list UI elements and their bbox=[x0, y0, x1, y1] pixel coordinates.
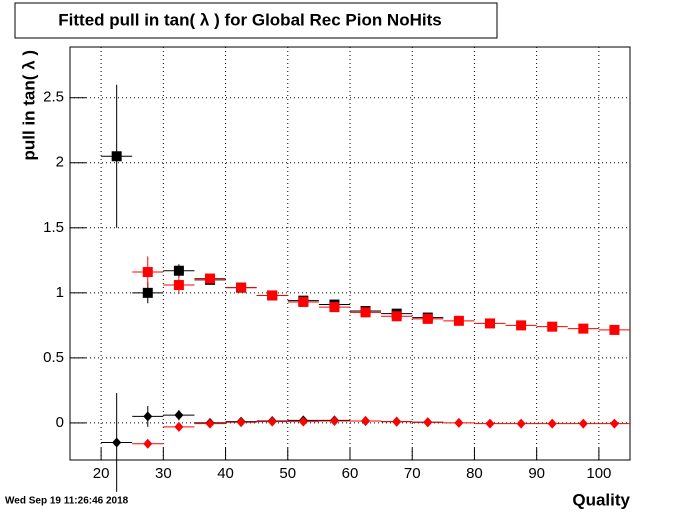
y-tick-label: 0.5 bbox=[43, 349, 64, 366]
square-marker bbox=[142, 267, 153, 278]
diamond-marker bbox=[361, 415, 371, 426]
timestamp: Wed Sep 19 11:26:46 2018 bbox=[5, 496, 129, 507]
square-marker bbox=[547, 321, 558, 332]
square-marker bbox=[298, 296, 309, 307]
diamond-marker bbox=[547, 418, 557, 429]
x-axis-label: Quality bbox=[572, 490, 630, 509]
x-tick-label: 60 bbox=[342, 465, 359, 482]
diamond-marker bbox=[174, 410, 184, 421]
square-marker bbox=[267, 290, 278, 301]
square-marker bbox=[142, 287, 153, 298]
diamond-marker bbox=[578, 418, 588, 429]
chart-title: Fitted pull in tan( λ ) for Global Rec P… bbox=[58, 10, 441, 29]
diamond-marker bbox=[143, 438, 153, 449]
diamond-marker bbox=[392, 416, 402, 427]
diamond-marker bbox=[485, 418, 495, 429]
x-tick-label: 20 bbox=[93, 465, 110, 482]
title-box bbox=[14, 2, 498, 39]
plot-frame bbox=[69, 46, 631, 461]
diamond-marker bbox=[205, 418, 215, 429]
square-marker bbox=[422, 313, 433, 324]
diamond-marker bbox=[423, 417, 433, 428]
square-marker bbox=[360, 307, 371, 318]
square-marker bbox=[609, 324, 620, 335]
y-tick-label: 1.5 bbox=[43, 219, 64, 236]
square-marker bbox=[485, 318, 495, 329]
square-marker bbox=[453, 315, 464, 326]
diamond-marker bbox=[236, 417, 246, 428]
square-marker bbox=[329, 302, 340, 313]
diamond-marker bbox=[267, 416, 277, 427]
x-tick-label: 80 bbox=[466, 465, 483, 482]
diamond-marker bbox=[454, 417, 464, 428]
y-axis-label: pull in tan( λ ) bbox=[19, 50, 38, 161]
diamond-marker bbox=[329, 415, 339, 426]
diamond-marker bbox=[516, 418, 526, 429]
square-marker bbox=[173, 280, 184, 291]
y-tick-label: 0 bbox=[56, 414, 64, 431]
square-marker bbox=[173, 265, 184, 276]
x-tick-label: 70 bbox=[404, 465, 421, 482]
square-marker bbox=[516, 320, 527, 331]
square-marker bbox=[578, 323, 589, 334]
square-marker bbox=[111, 151, 122, 162]
y-tick-label: 2 bbox=[56, 154, 64, 171]
square-marker bbox=[391, 311, 402, 322]
x-tick-label: 50 bbox=[279, 465, 296, 482]
x-tick-label: 40 bbox=[217, 465, 234, 482]
y-tick-label: 2.5 bbox=[43, 89, 64, 106]
diamond-marker bbox=[609, 418, 619, 429]
x-tick-label: 100 bbox=[586, 465, 611, 482]
diamond-marker bbox=[298, 416, 308, 427]
diamond-marker bbox=[174, 421, 184, 432]
x-tick-label: 90 bbox=[528, 465, 545, 482]
x-tick-label: 30 bbox=[155, 465, 172, 482]
diamond-marker bbox=[143, 411, 153, 422]
square-marker bbox=[205, 273, 215, 284]
y-tick-label: 1 bbox=[56, 284, 64, 301]
square-marker bbox=[236, 282, 247, 293]
diamond-marker bbox=[112, 437, 122, 448]
